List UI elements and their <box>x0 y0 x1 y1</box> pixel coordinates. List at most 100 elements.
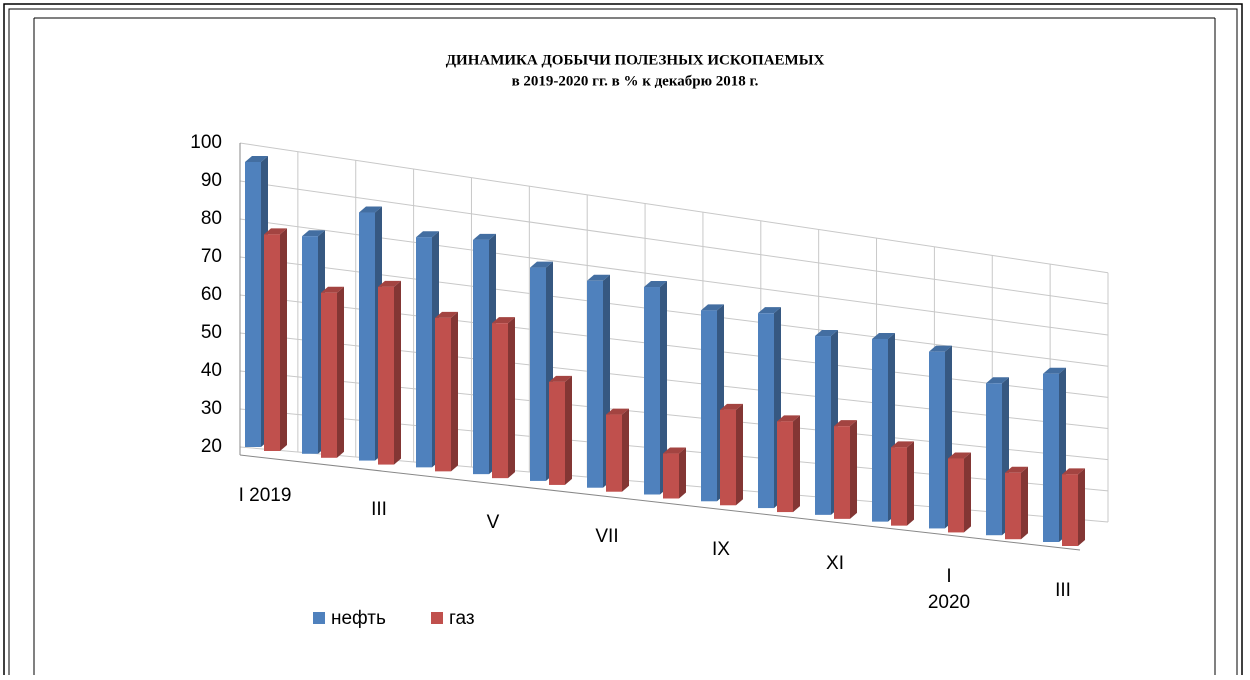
bar <box>606 414 622 492</box>
bar-side <box>508 317 515 479</box>
bar <box>302 236 318 454</box>
bar <box>815 336 831 515</box>
chart-title: ДИНАМИКА ДОБЫЧИ ПОЛЕЗНЫХ ИСКОПАЕМЫХ <box>446 52 825 68</box>
x-tick-label: VII <box>595 525 619 547</box>
y-tick-label: 50 <box>201 322 222 343</box>
x-tick-label: IX <box>712 539 730 561</box>
bar <box>435 317 451 472</box>
x-tick-label: I 2020 <box>927 566 971 614</box>
bar <box>1043 373 1059 542</box>
outer-frame <box>3 3 1243 680</box>
bar <box>530 267 546 481</box>
bar-side <box>1078 468 1085 546</box>
grid-line <box>239 180 1109 305</box>
bar-top <box>245 156 268 162</box>
bar-side <box>850 420 857 519</box>
bar-side <box>565 375 572 485</box>
bar <box>359 212 375 461</box>
bar-side <box>394 280 401 465</box>
bar <box>492 323 508 479</box>
bar-side <box>337 286 344 458</box>
bar-side <box>451 311 458 472</box>
bar-top <box>815 330 838 337</box>
bar-top <box>378 280 401 287</box>
bar-top <box>321 286 344 293</box>
bar-side <box>622 408 629 492</box>
bar <box>872 338 888 522</box>
bar-top <box>701 304 724 311</box>
x-axis <box>239 454 1081 551</box>
bar <box>720 409 736 506</box>
bar-top <box>1005 466 1028 473</box>
bar-top <box>606 408 629 415</box>
x-tick-label: V <box>486 512 500 534</box>
bar-side <box>736 403 743 506</box>
bar <box>986 383 1002 536</box>
bar <box>891 447 907 526</box>
bar <box>701 310 717 502</box>
grid-line <box>239 256 1109 367</box>
y-tick-label: 70 <box>201 246 222 267</box>
bar-top <box>302 230 325 237</box>
bar-top <box>549 375 572 382</box>
bar <box>758 313 774 509</box>
bar-side <box>1021 466 1028 540</box>
x-tick-label: XI <box>826 552 844 574</box>
bar <box>777 421 793 513</box>
bar-top <box>663 447 686 454</box>
bar-top <box>1043 367 1066 374</box>
x-tick-label: I 2019 <box>238 485 292 506</box>
y-tick-label: 20 <box>201 436 222 457</box>
bar-top <box>929 345 952 352</box>
bar-side <box>280 228 287 451</box>
legend-label: газ <box>449 608 475 629</box>
bar-top <box>587 274 610 281</box>
bar <box>378 286 394 465</box>
bar-top <box>834 420 857 427</box>
bar <box>587 280 603 488</box>
bar <box>1062 474 1078 546</box>
bar <box>929 351 945 529</box>
bar <box>549 381 565 485</box>
bar <box>416 237 432 468</box>
y-tick-label: 80 <box>201 208 222 229</box>
bar-top <box>1062 468 1085 475</box>
y-tick-label: 90 <box>201 170 222 191</box>
bar <box>834 426 850 519</box>
bar-top <box>720 403 743 410</box>
x-tick-label: III <box>371 498 387 520</box>
bar-side <box>907 441 914 526</box>
chart-subtitle: в 2019-2020 гг. в % к декабрю 2018 г. <box>512 73 759 89</box>
y-tick-label: 40 <box>201 360 222 381</box>
bar <box>473 239 489 475</box>
bar <box>321 292 337 458</box>
y-tick-label: 100 <box>190 132 222 153</box>
bar-top <box>948 452 971 459</box>
legend-label: нефть <box>331 608 386 629</box>
bar-top <box>644 281 667 288</box>
bar-top <box>473 233 496 240</box>
bar <box>245 162 261 447</box>
y-tick-label: 30 <box>201 398 222 419</box>
bar-top <box>359 206 382 213</box>
legend-swatch <box>431 612 443 624</box>
legend-swatch <box>313 612 325 624</box>
y-tick-label: 60 <box>201 284 222 305</box>
bar <box>948 458 964 533</box>
inner-frame <box>8 8 1238 680</box>
bar-top <box>416 231 439 238</box>
bar-top <box>530 261 553 268</box>
bar <box>644 287 660 495</box>
bar-top <box>264 228 287 235</box>
bar-top <box>435 311 458 318</box>
bar <box>1005 472 1021 540</box>
bar-top <box>758 307 781 314</box>
bar-side <box>964 452 971 533</box>
bar-top <box>872 332 895 339</box>
bar-side <box>679 447 686 499</box>
grid-line <box>239 218 1109 336</box>
x-tick-label: III <box>1055 580 1071 601</box>
bar-side <box>793 415 800 513</box>
